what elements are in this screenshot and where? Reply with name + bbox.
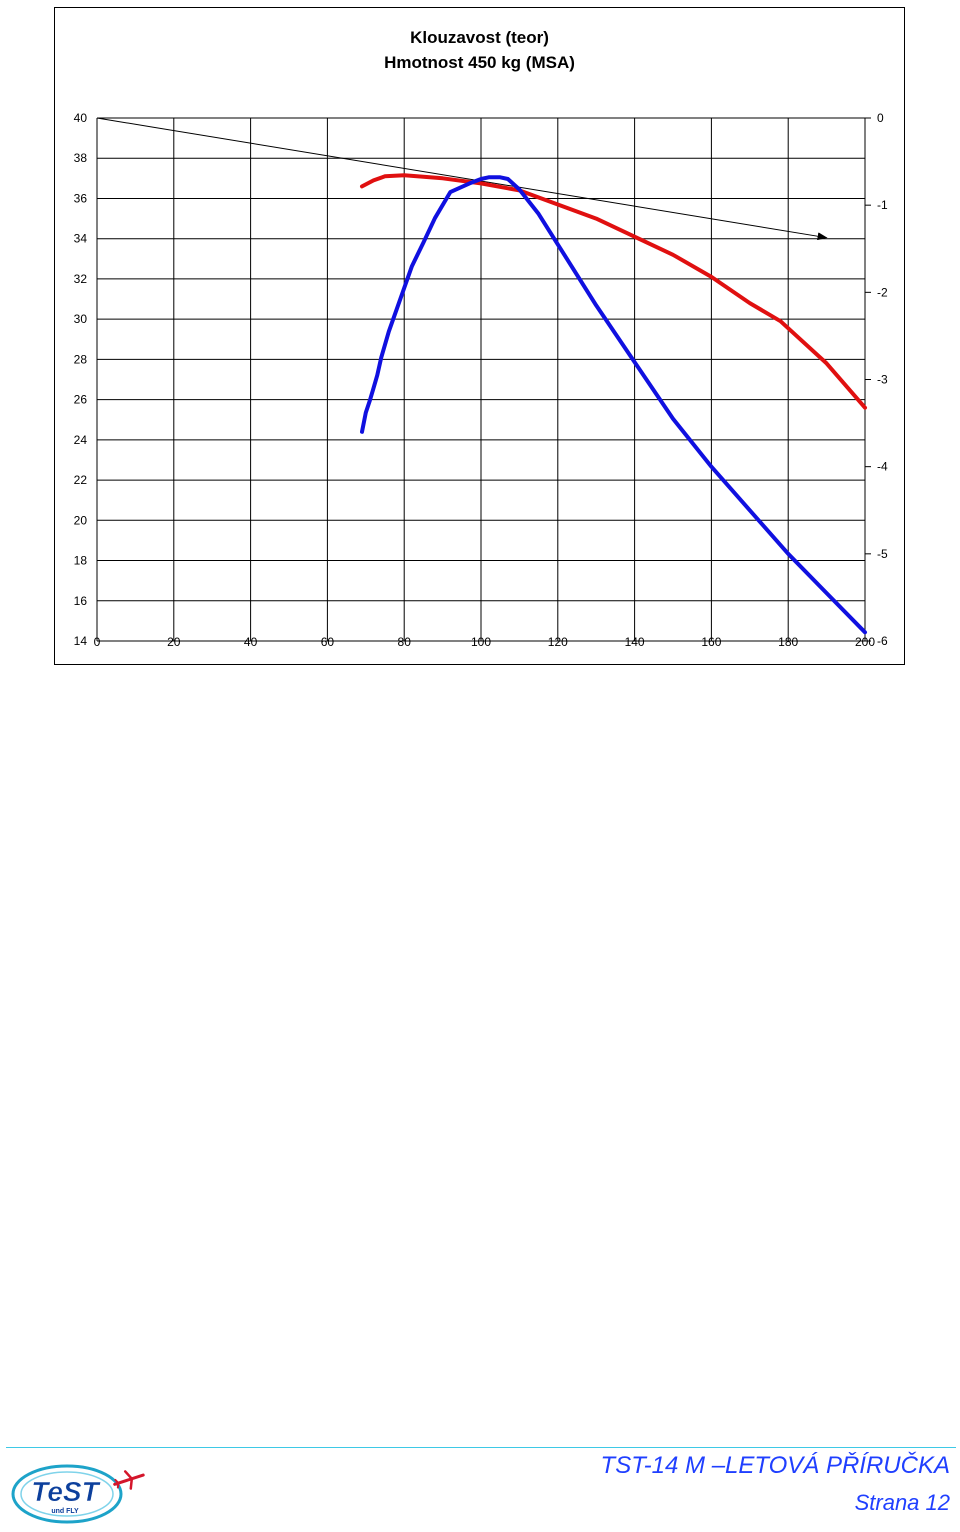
series-line-2 <box>360 175 867 635</box>
series-line-1 <box>360 173 867 410</box>
x-tick-label: 180 <box>778 635 798 649</box>
y-tick-label: 36 <box>74 191 88 205</box>
x-tick-label: 160 <box>701 635 721 649</box>
y-tick-label: 28 <box>74 352 88 366</box>
y-tick-label: 16 <box>74 594 88 608</box>
x-tick-label: 20 <box>167 635 181 649</box>
y2-tick-label: -3 <box>877 373 888 387</box>
x-tick-label: 140 <box>625 635 645 649</box>
y-tick-label: 38 <box>74 151 88 165</box>
y2-tick-label: -1 <box>877 198 888 212</box>
chart-frame: Klouzavost (teor) Hmotnost 450 kg (MSA) … <box>54 7 905 665</box>
y2-tick-label: -6 <box>877 634 888 648</box>
chart-subtitle: Hmotnost 450 kg (MSA) <box>384 53 575 72</box>
chart-title: Klouzavost (teor) <box>410 28 549 47</box>
page-number: Strana 12 <box>854 1490 950 1515</box>
y-tick-label: 32 <box>74 272 88 286</box>
reference-line <box>96 117 828 241</box>
x-tick-label: 200 <box>855 635 875 649</box>
airplane-icon <box>113 1470 145 1490</box>
y-tick-label: 24 <box>74 433 88 447</box>
y2-tick-label: -2 <box>877 285 888 299</box>
y-tick-label: 20 <box>74 513 88 527</box>
y-tick-label: 18 <box>74 554 88 568</box>
y2-tick-label: -5 <box>877 547 888 561</box>
y-tick-label: 14 <box>74 634 88 648</box>
x-tick-label: 40 <box>244 635 258 649</box>
y-tick-label: 34 <box>74 232 88 246</box>
document-title: TST-14 M –LETOVÁ PŘÍRUČKA <box>600 1452 950 1479</box>
y2-tick-label: 0 <box>877 111 884 125</box>
logo-subtext: und FLY <box>51 1508 79 1515</box>
logo-text: TeST <box>31 1476 101 1507</box>
y-tick-label: 22 <box>74 473 88 487</box>
y-tick-label: 30 <box>74 312 88 326</box>
x-tick-label: 60 <box>321 635 335 649</box>
x-tick-label: 100 <box>471 635 491 649</box>
x-tick-label: 0 <box>94 635 101 649</box>
x-tick-label: 80 <box>398 635 412 649</box>
y2-tick-label: -4 <box>877 460 888 474</box>
chart-plot: 0 -1 -2 -3 -4 -5 -6 14 16 18 20 22 24 26 28 30 32 34 36 38 4… <box>74 111 888 649</box>
y-tick-label: 26 <box>74 393 88 407</box>
x-tick-label: 120 <box>548 635 568 649</box>
footer-rule <box>6 1447 956 1448</box>
y-tick-label: 40 <box>74 111 88 125</box>
company-logo: TeST und FLY <box>11 1464 145 1524</box>
